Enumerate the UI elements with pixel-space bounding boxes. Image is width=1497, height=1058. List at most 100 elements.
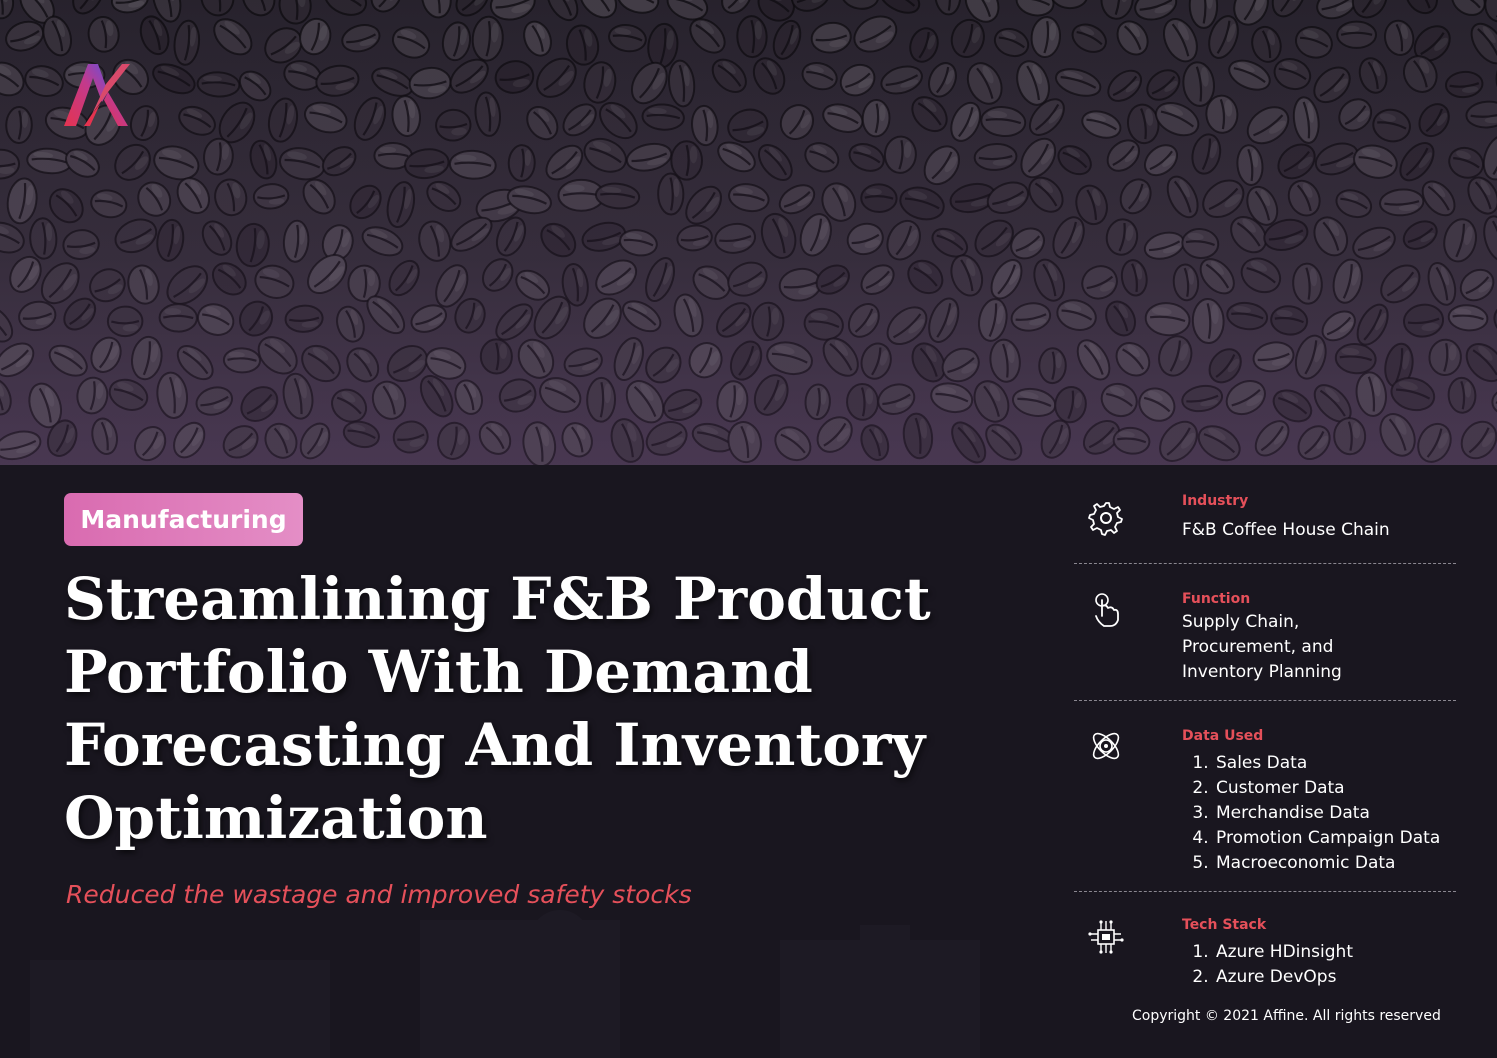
coffee-bean [299, 422, 331, 460]
coffee-bean [1120, 259, 1148, 297]
coffee-bean [645, 346, 682, 384]
coffee-bean [222, 425, 259, 459]
coffee-bean [774, 426, 812, 462]
coffee-bean [667, 59, 696, 108]
coffee-bean [9, 255, 42, 293]
coffee-bean [46, 419, 78, 457]
coffee-bean [1191, 133, 1222, 175]
coffee-bean [91, 417, 118, 455]
coffee-bean [1038, 347, 1067, 385]
coffee-bean [685, 185, 723, 225]
coffee-bean [450, 216, 493, 252]
coffee-bean [1188, 0, 1219, 29]
coffee-bean [200, 0, 235, 17]
coffee-bean [647, 22, 679, 69]
coffee-bean [993, 27, 1030, 58]
coffee-bean [880, 65, 923, 95]
coffee-bean [421, 0, 452, 19]
coffee-bean [1313, 216, 1349, 257]
coffee-bean [928, 62, 957, 98]
coffee-bean [264, 422, 298, 459]
coffee-bean [886, 306, 928, 346]
data-used-label: Data Used [1182, 728, 1264, 744]
coffee-bean [540, 222, 577, 258]
coffee-bean [315, 64, 360, 97]
coffee-bean [1379, 188, 1425, 217]
coffee-bean [1208, 348, 1242, 384]
coffee-bean [1334, 343, 1377, 375]
coffee-bean [1166, 175, 1199, 219]
coffee-bean [657, 172, 685, 216]
coffee-bean [40, 262, 80, 305]
coffee-bean [42, 15, 73, 57]
coffee-bean [426, 180, 462, 212]
coffee-bean [1081, 110, 1122, 139]
coffee-bean [404, 148, 450, 180]
copyright-text: Copyright © 2021 Affine. All rights rese… [1132, 1008, 1441, 1024]
coffee-bean [336, 305, 365, 343]
coffee-bean [1427, 262, 1457, 306]
coffee-bean [1353, 144, 1398, 179]
coffee-bean [1030, 16, 1061, 59]
coffee-bean [489, 0, 536, 21]
coffee-bean [1012, 387, 1057, 417]
coffee-bean [583, 297, 622, 339]
coffee-bean [1181, 384, 1224, 413]
coffee-bean [1390, 377, 1436, 412]
coffee-bean [471, 15, 504, 62]
coffee-bean [727, 261, 768, 297]
divider [1074, 700, 1456, 701]
coffee-bean [1333, 417, 1367, 456]
coffee-bean [583, 61, 617, 104]
coffee-bean [729, 340, 763, 381]
coffee-bean [302, 178, 336, 215]
coffee-bean [481, 258, 514, 292]
coffee-bean [1191, 297, 1225, 345]
coffee-bean [911, 96, 948, 133]
coffee-bean [454, 297, 486, 334]
list-item: Macroeconomic Data [1214, 851, 1440, 876]
hero-image [0, 0, 1497, 465]
coffee-bean [522, 421, 557, 465]
coffee-bean [87, 16, 120, 53]
coffee-bean [595, 259, 638, 296]
coffee-bean [494, 60, 535, 94]
coffee-bean [753, 374, 789, 416]
coffee-bean [714, 222, 757, 254]
coffee-bean [1116, 20, 1149, 56]
coffee-bean [213, 18, 253, 56]
coffee-bean [176, 345, 214, 381]
coffee-bean [630, 61, 668, 105]
coffee-bean [370, 0, 403, 13]
coffee-bean [599, 101, 638, 140]
coffee-bean [1159, 420, 1198, 462]
divider [1074, 563, 1456, 564]
atom-icon [1092, 732, 1120, 760]
coffee-bean [1263, 218, 1309, 251]
coffee-bean [1251, 25, 1282, 63]
coffee-bean [1081, 265, 1118, 300]
coffee-bean [966, 62, 1003, 105]
function-line: Inventory Planning [1182, 662, 1342, 682]
coffee-bean [1138, 387, 1176, 422]
coffee-bean [1010, 302, 1052, 332]
coffee-bean [479, 338, 513, 375]
coffee-bean [1208, 15, 1239, 59]
coffee-bean [1380, 264, 1421, 304]
coffee-bean [973, 380, 1010, 423]
coffee-bean [158, 303, 198, 333]
coffee-bean [323, 0, 368, 16]
coffee-bean [822, 337, 859, 377]
coffee-bean [1358, 57, 1388, 94]
coffee-bean [778, 184, 816, 215]
coffee-bean [899, 186, 945, 221]
coffee-bean [676, 224, 713, 252]
coffee-bean [727, 421, 762, 464]
coffee-bean [883, 135, 917, 174]
coffee-bean [622, 300, 662, 333]
coffee-bean [127, 264, 160, 305]
coffee-bean [934, 0, 962, 16]
coffee-bean [1443, 218, 1477, 263]
coffee-bean [1071, 23, 1107, 53]
coffee-bean [757, 0, 795, 22]
